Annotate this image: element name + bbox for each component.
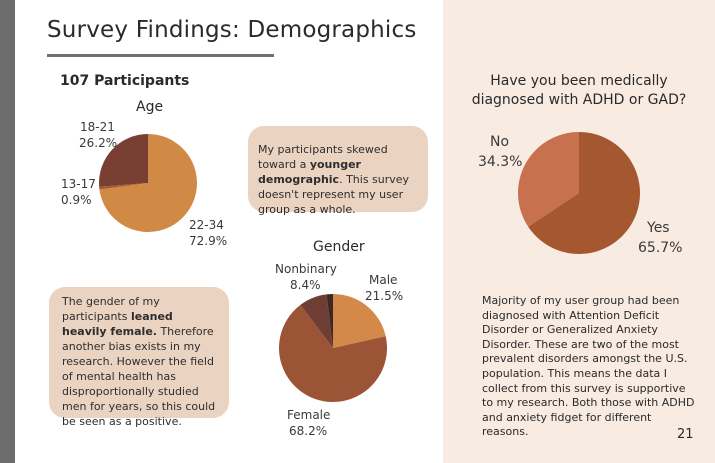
adhd-chart-title: Have you been medically diagnosed with A… bbox=[471, 73, 687, 108]
age-callout: My participants skewed toward a younger … bbox=[248, 126, 428, 216]
slide-title: Survey Findings: Demographics bbox=[47, 17, 417, 43]
gender-slice-female bbox=[279, 304, 388, 402]
age-pct-13-17: 0.9% bbox=[61, 193, 92, 207]
age-pie-chart bbox=[99, 134, 198, 232]
gender-slice-nonbinary bbox=[300, 294, 333, 348]
gender-label-female: Female bbox=[287, 408, 330, 422]
participants-count: 107 Participants bbox=[60, 73, 190, 89]
gender-pct-nonbinary: 8.4% bbox=[290, 278, 321, 292]
gender-chart-title: Gender bbox=[313, 239, 365, 255]
gender-pie-chart bbox=[279, 294, 388, 402]
age-label-18-21: 18-21 bbox=[80, 120, 115, 134]
age-label-13-17: 13-17 bbox=[61, 177, 96, 191]
age-slice-13-17 bbox=[99, 183, 148, 190]
gender-pct-male: 21.5% bbox=[365, 289, 403, 303]
title-underline bbox=[47, 54, 274, 57]
age-callout-text-bold: younger demographic bbox=[258, 158, 361, 186]
adhd-pct-no: 34.3% bbox=[478, 154, 522, 170]
adhd-label-no: No bbox=[490, 134, 509, 150]
gender-callout-text-bold: leaned heavily female. bbox=[62, 310, 173, 338]
left-accent-bar bbox=[0, 0, 15, 463]
adhd-label-yes: Yes bbox=[646, 220, 670, 236]
age-label-22-34: 22-34 bbox=[189, 218, 224, 232]
gender-label-male: Male bbox=[369, 273, 397, 287]
gender-pct-female: 68.2% bbox=[289, 424, 327, 438]
adhd-description: Majority of my user group had been diagn… bbox=[482, 294, 695, 439]
gender-slice-other-3 bbox=[326, 294, 333, 348]
page-number: 21 bbox=[677, 427, 694, 442]
gender-callout: The gender of my participants leaned hea… bbox=[49, 287, 229, 428]
gender-label-nonbinary: Nonbinary bbox=[275, 262, 337, 276]
age-slice-18-21 bbox=[99, 134, 148, 187]
age-slice-22-34 bbox=[99, 134, 198, 232]
adhd-slice-yes bbox=[528, 132, 640, 254]
age-pct-22-34: 72.9% bbox=[189, 234, 227, 248]
gender-callout-text-pre: The gender of my participants bbox=[62, 295, 160, 323]
age-chart-title: Age bbox=[136, 99, 164, 115]
adhd-pie-chart bbox=[517, 132, 640, 254]
adhd-pct-yes: 65.7% bbox=[638, 240, 682, 256]
age-callout-text-pre: My participants skewed toward a bbox=[258, 143, 388, 171]
age-callout-text-post: . This survey doesn't represent my user … bbox=[258, 173, 410, 216]
gender-slice-male bbox=[333, 294, 386, 348]
gender-callout-text-post: Therefore another bias exists in my rese… bbox=[62, 325, 216, 428]
adhd-slice-no bbox=[517, 132, 579, 227]
age-pct-18-21: 26.2% bbox=[79, 136, 117, 150]
